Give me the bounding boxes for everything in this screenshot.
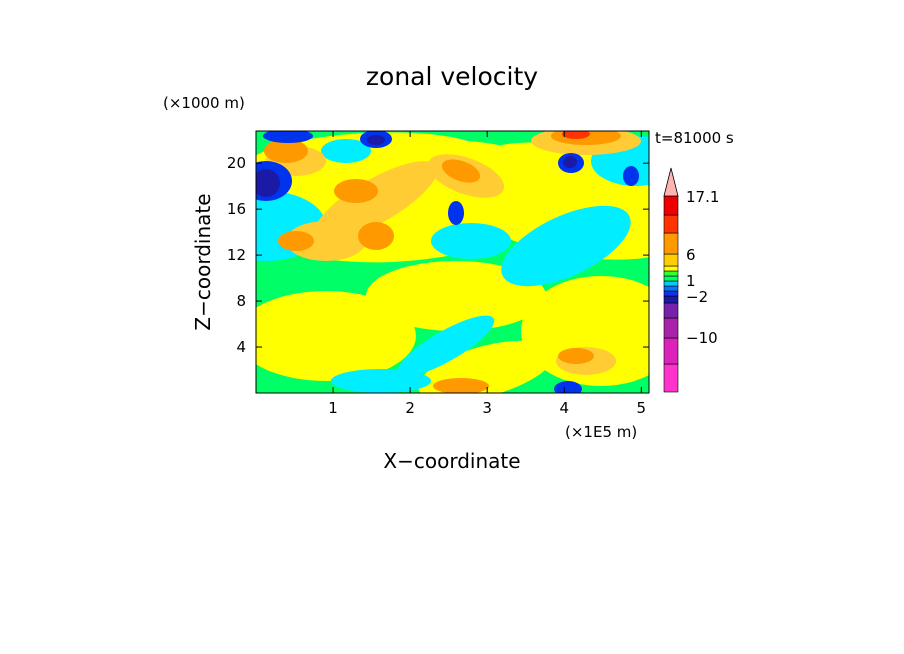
- x-tick-label: 5: [637, 399, 647, 417]
- y-tick-label: 4: [236, 338, 246, 356]
- colorbar-swatch: [663, 232, 679, 255]
- field-region-blue: [448, 201, 464, 225]
- y-tick-label: 20: [227, 154, 246, 172]
- x-tick-label: 4: [559, 399, 569, 417]
- field-region-cyan: [321, 139, 371, 163]
- colorbar-swatch: [663, 253, 679, 267]
- colorbar-swatch: [663, 317, 679, 339]
- field-region-blue: [263, 131, 313, 143]
- field-region-yellow: [256, 291, 416, 381]
- field-region-cyan: [431, 223, 511, 259]
- field-region-blue: [623, 166, 639, 186]
- colorbar-swatch: [663, 275, 679, 282]
- field-region-orange: [358, 222, 394, 250]
- colorbar-label: 6: [686, 246, 696, 264]
- colorbar-extend-arrow: [663, 167, 679, 197]
- colorbar-swatch: [663, 295, 679, 304]
- colorbar: 17.1 6 1−2 −10: [663, 167, 719, 393]
- colorbar-swatch: [663, 280, 679, 287]
- field-region-cyan: [397, 315, 495, 377]
- field-region-cyan: [501, 205, 631, 287]
- y-axis: 4 8 12 16 20: [227, 154, 649, 356]
- field-region-orange: [264, 139, 308, 163]
- colorbar-label: −2: [686, 288, 708, 306]
- field-region-light_orange: [286, 221, 366, 261]
- field-region-light_orange: [314, 161, 438, 241]
- y-tick-label: 16: [227, 200, 246, 218]
- field-region-blue: [554, 381, 582, 393]
- y-axis-label: Z−coordinate: [191, 193, 215, 330]
- x-tick-label: 1: [328, 399, 338, 417]
- x-tick-label: 2: [405, 399, 415, 417]
- plot-frame: [255, 130, 650, 394]
- colorbar-swatch: [663, 285, 679, 292]
- field-region-dark_blue: [563, 156, 577, 168]
- x-units-label: (×1E5 m): [565, 423, 637, 441]
- field-region-orange: [433, 378, 489, 393]
- velocity-field: [256, 131, 649, 393]
- colorbar-label: 1: [686, 272, 696, 290]
- x-axis: 1 2 3 4 5: [328, 131, 646, 417]
- chart-title: zonal velocity: [366, 62, 538, 91]
- colorbar-swatch: [663, 270, 679, 277]
- colorbar-swatch: [663, 195, 679, 216]
- field-region-yellow: [366, 261, 546, 331]
- x-tick-label: 3: [482, 399, 492, 417]
- colorbar-swatch: [663, 363, 679, 393]
- y-tick-label: 8: [236, 292, 246, 310]
- field-region-dark_blue: [367, 135, 385, 145]
- field-region-cyan: [331, 369, 431, 393]
- colorbar-swatch: [663, 214, 679, 234]
- z-units-label: (×1000 m): [163, 94, 245, 112]
- field-region-orange: [334, 179, 378, 203]
- time-label: t=81000 s: [655, 129, 734, 147]
- field-region-orange: [558, 348, 594, 364]
- colorbar-swatch: [663, 302, 679, 319]
- colorbar-label: −10: [686, 329, 718, 347]
- field-region-dark_blue: [256, 169, 280, 197]
- colorbar-swatch: [663, 290, 679, 297]
- colorbar-swatch: [663, 265, 679, 272]
- y-tick-label: 12: [227, 246, 246, 264]
- x-axis-label: X−coordinate: [383, 449, 520, 473]
- field-region-red: [562, 131, 590, 139]
- field-region-orange: [278, 231, 314, 251]
- colorbar-label: 17.1: [686, 188, 719, 206]
- field-region-orange: [441, 159, 481, 183]
- colorbar-swatch: [663, 337, 679, 365]
